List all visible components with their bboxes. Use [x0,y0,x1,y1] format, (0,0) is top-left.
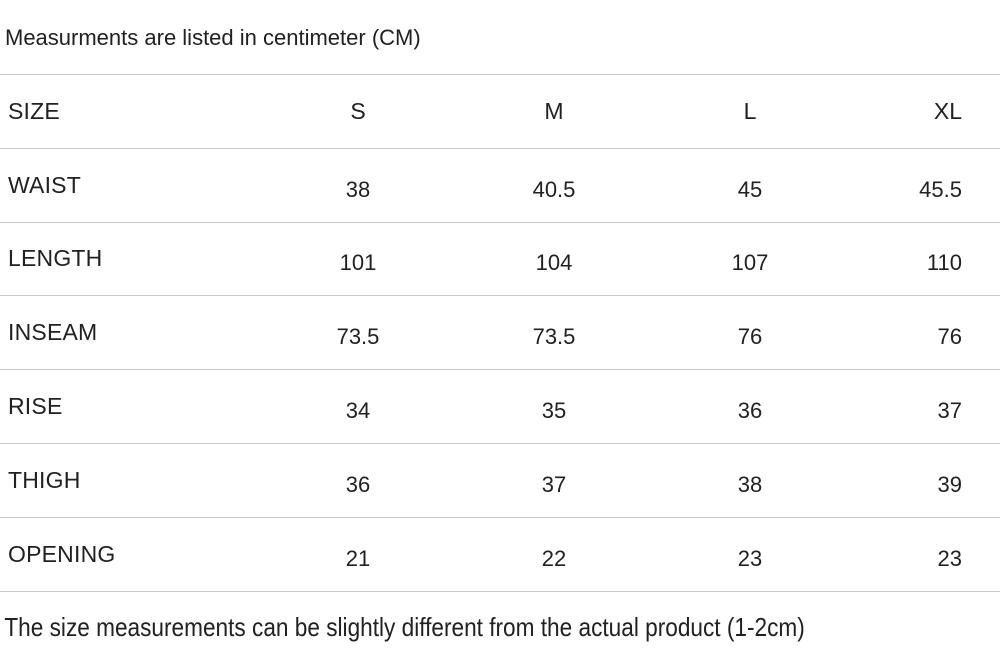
size-table-header-row: SIZE S M L XL [0,74,1000,149]
row-label-waist: WAIST [8,171,81,198]
value-inseam-l: 76 [737,324,763,350]
header-cell-m: M [544,97,564,124]
table-row-waist: WAIST 38 40.5 45 45.5 [0,148,1000,223]
table-row-inseam: INSEAM 73.5 73.5 76 76 [0,296,1000,370]
value-thigh-l: 38 [737,471,763,497]
value-inseam-m: 73.5 [532,324,576,350]
size-chart-title: Measurments are listed in centimeter (CM… [5,25,421,50]
size-table: SIZE S M L XL WAIST 38 40.5 45 45.5 LENG… [0,74,1000,592]
row-label-inseam: INSEAM [8,319,98,346]
header-cell-xl: XL [933,97,962,124]
table-row-length: LENGTH 101 104 107 110 [0,222,1000,296]
value-thigh-m: 37 [541,471,567,497]
row-label-length: LENGTH [8,245,103,272]
value-rise-m: 35 [541,398,567,424]
value-opening-l: 23 [737,545,763,571]
table-row-rise: RISE 34 35 36 37 [0,370,1000,444]
value-length-s: 101 [339,250,377,276]
row-label-thigh: THIGH [8,466,81,493]
value-rise-s: 34 [345,398,371,424]
value-thigh-s: 36 [345,471,371,497]
size-chart-disclaimer: The size measurements can be slightly di… [4,611,805,642]
value-opening-xl: 23 [937,545,962,571]
value-waist-l: 45 [737,176,763,202]
header-cell-size: SIZE [8,97,60,124]
table-row-thigh: THIGH 36 37 38 39 [0,443,1000,518]
header-cell-l: L [743,97,757,124]
value-length-l: 107 [731,250,769,276]
value-opening-s: 21 [345,545,371,571]
value-inseam-xl: 76 [937,324,962,350]
value-length-xl: 110 [926,250,962,276]
value-rise-xl: 37 [937,398,962,424]
row-label-rise: RISE [8,393,63,420]
value-waist-s: 38 [345,176,371,202]
value-rise-l: 36 [737,398,763,424]
value-thigh-xl: 39 [937,471,962,497]
header-cell-s: S [350,97,366,124]
row-label-opening: OPENING [8,540,116,567]
value-opening-m: 22 [541,545,567,571]
value-length-m: 104 [535,250,573,276]
table-row-opening: OPENING 21 22 23 23 [0,517,1000,592]
value-waist-xl: 45.5 [919,176,962,202]
value-waist-m: 40.5 [532,176,576,202]
value-inseam-s: 73.5 [336,324,380,350]
